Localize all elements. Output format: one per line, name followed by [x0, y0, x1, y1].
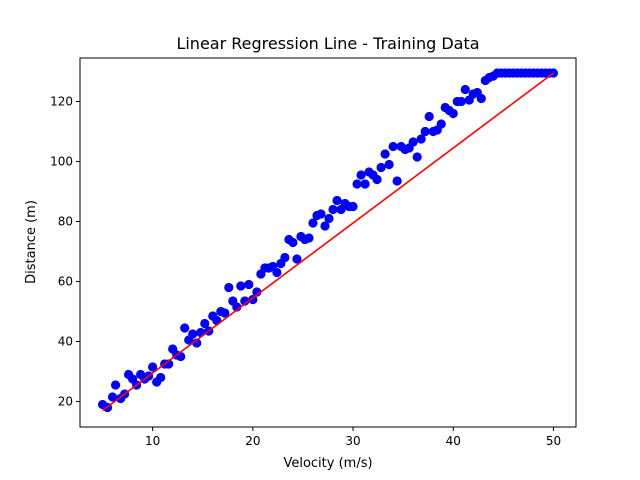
- data-point: [288, 237, 298, 248]
- data-point: [376, 162, 386, 173]
- data-point: [348, 201, 358, 212]
- data-point: [192, 338, 202, 348]
- data-point: [156, 372, 166, 383]
- data-point: [308, 218, 318, 228]
- data-point: [292, 254, 302, 264]
- x-axis-label: Velocity (m/s): [283, 456, 372, 471]
- y-tick-label: 20: [58, 395, 73, 409]
- data-point: [316, 209, 326, 219]
- data-point: [200, 318, 210, 329]
- data-point: [164, 359, 174, 369]
- x-tick-label: 30: [345, 434, 360, 448]
- data-point: [352, 179, 362, 189]
- data-point: [332, 195, 342, 206]
- plot-layer: [97, 68, 559, 413]
- data-point: [212, 315, 222, 326]
- data-point: [240, 296, 250, 306]
- data-point: [420, 126, 430, 137]
- data-point: [224, 282, 234, 293]
- data-point: [236, 281, 246, 291]
- data-point: [244, 279, 254, 290]
- data-point: [280, 252, 290, 263]
- data-point: [384, 159, 394, 170]
- data-point: [476, 93, 486, 104]
- data-point: [180, 323, 190, 333]
- y-axis-label: Distance (m): [24, 200, 39, 284]
- data-point: [448, 108, 458, 119]
- data-point: [356, 170, 366, 180]
- x-tick-label: 20: [245, 434, 260, 448]
- data-point: [412, 152, 422, 162]
- data-point: [460, 84, 470, 95]
- data-point: [436, 119, 446, 129]
- x-tick-label: 50: [546, 434, 561, 448]
- data-point: [304, 233, 314, 243]
- data-point: [107, 392, 118, 402]
- data-point: [408, 137, 418, 147]
- data-point: [324, 213, 334, 224]
- data-point: [392, 176, 402, 186]
- y-tick-label: 80: [58, 215, 73, 229]
- data-point: [252, 287, 262, 297]
- data-point: [196, 327, 206, 338]
- tick-layer: 10 20 30 40 50 20 40 60 80 100 120: [50, 95, 561, 449]
- data-point: [424, 111, 434, 122]
- data-point: [272, 267, 282, 278]
- x-tick-label: 10: [145, 434, 160, 448]
- data-point: [388, 141, 398, 152]
- data-point: [320, 221, 330, 231]
- y-tick-label: 120: [50, 95, 73, 109]
- data-point: [220, 308, 230, 318]
- y-tick-label: 100: [50, 155, 73, 169]
- data-point: [188, 329, 198, 339]
- data-point: [176, 351, 186, 362]
- axes-frame: [79, 57, 577, 428]
- data-point: [328, 204, 338, 215]
- data-point: [416, 134, 426, 144]
- regression-line: [102, 72, 554, 412]
- data-point: [380, 149, 390, 159]
- x-tick-label: 40: [446, 434, 461, 448]
- data-point: [232, 302, 242, 312]
- data-point: [456, 96, 466, 107]
- data-point: [360, 179, 370, 189]
- data-point: [148, 362, 158, 372]
- y-tick-label: 40: [58, 335, 73, 349]
- chart-title: Linear Regression Line - Training Data: [176, 34, 479, 53]
- y-tick-label: 60: [58, 275, 73, 289]
- data-point: [372, 174, 382, 185]
- data-point: [110, 380, 121, 390]
